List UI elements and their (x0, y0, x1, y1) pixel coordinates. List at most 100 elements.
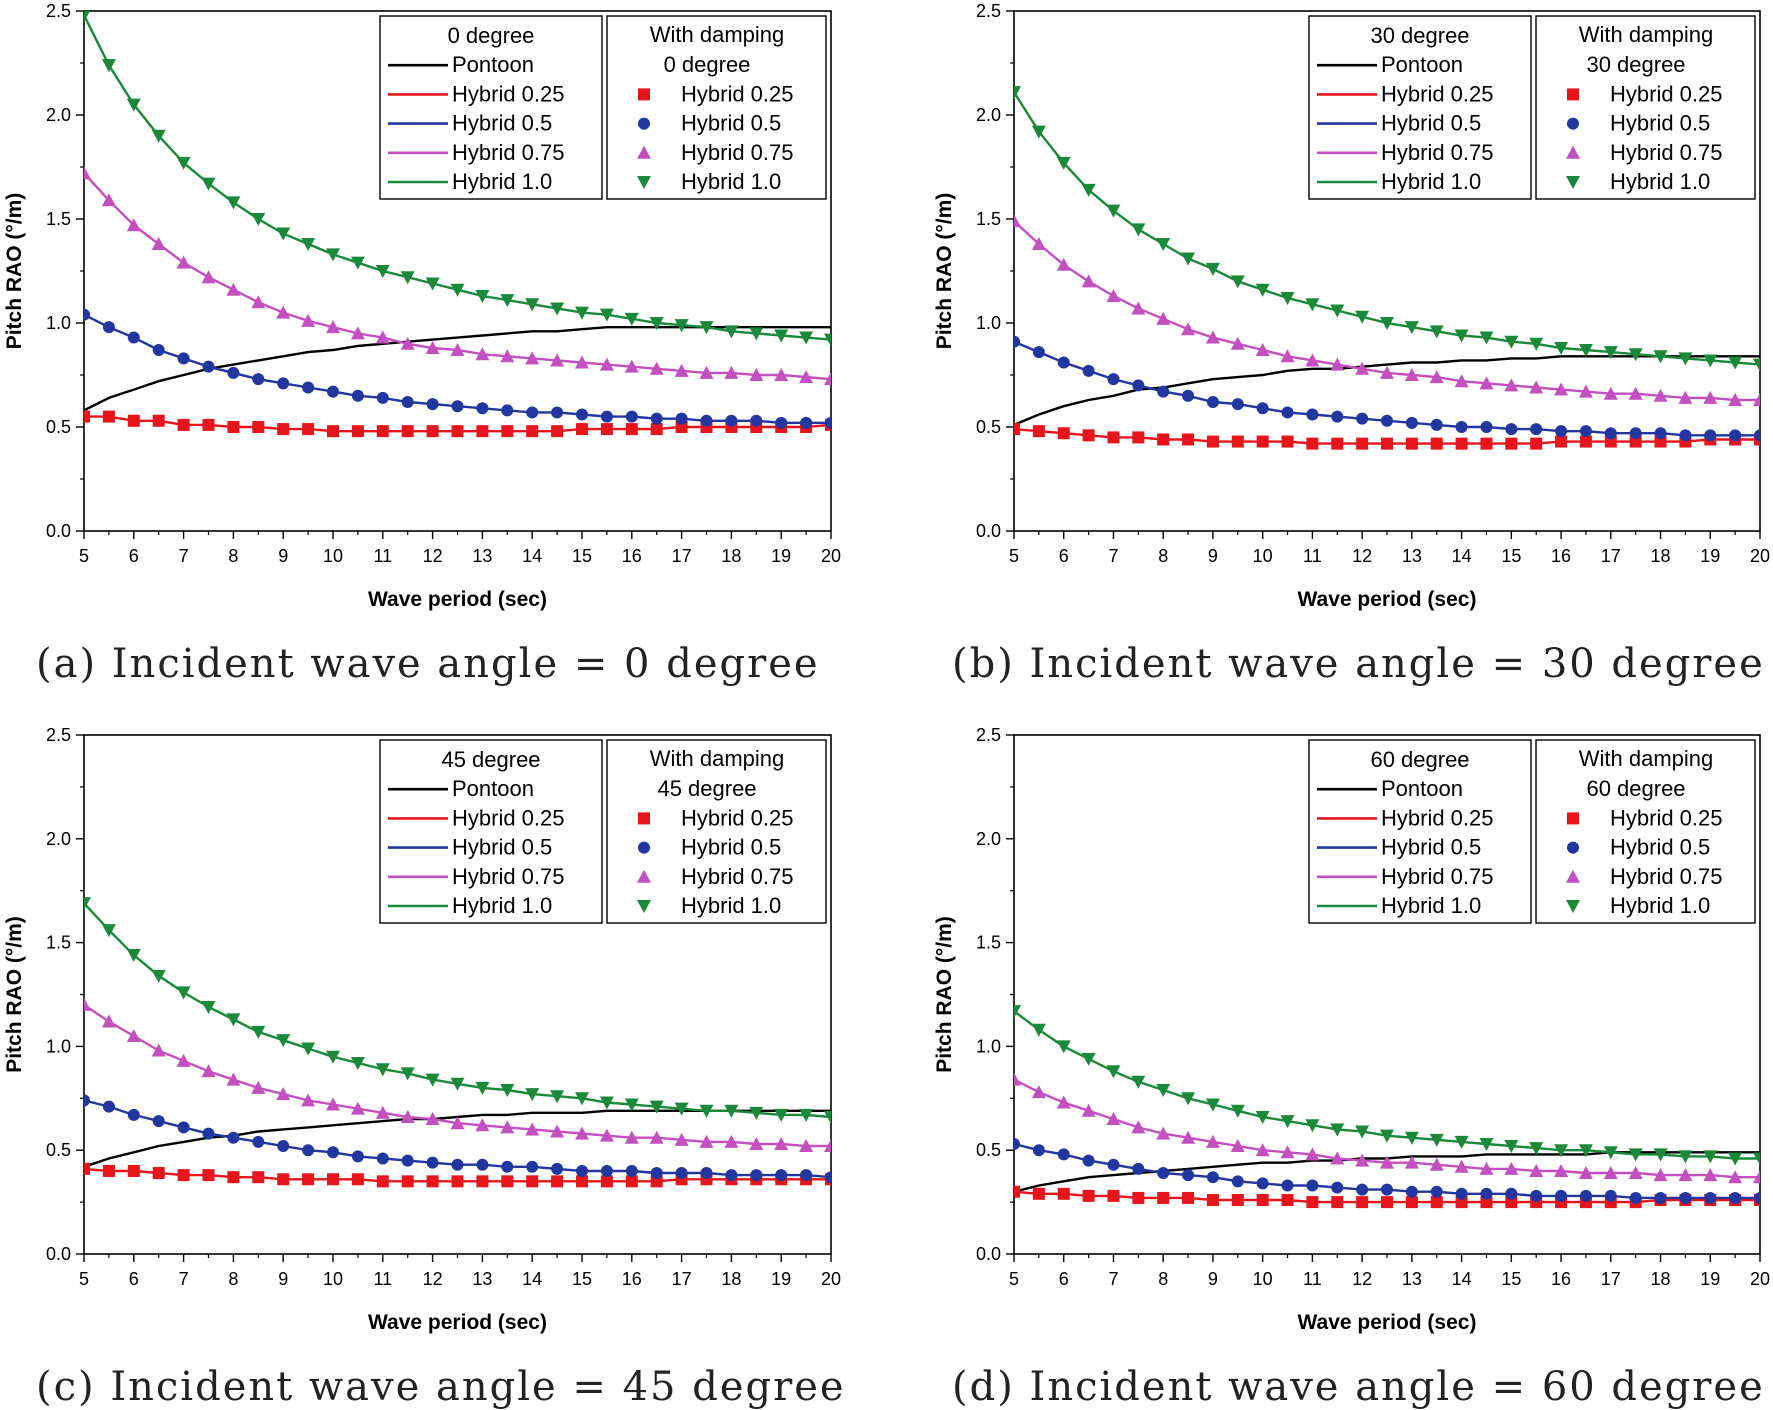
data-point-hybrid-0-25 (551, 1175, 564, 1188)
data-point-hybrid-0-5 (1604, 1189, 1617, 1202)
data-point-hybrid-0-5 (277, 1140, 290, 1153)
data-point-hybrid-0-75 (1479, 1161, 1494, 1175)
data-point-hybrid-0-5 (1281, 1179, 1294, 1192)
legend-label-hybrid-1-0: Hybrid 1.0 (1381, 893, 1481, 918)
data-point-hybrid-1-0 (1056, 1040, 1071, 1054)
data-point-hybrid-0-5 (1331, 410, 1344, 423)
data-point-hybrid-0-75 (350, 1101, 365, 1115)
data-point-hybrid-1-0 (1031, 125, 1046, 139)
data-point-hybrid-0-5 (700, 414, 713, 427)
data-point-hybrid-1-0 (649, 1100, 664, 1114)
panel-d: 0.0 0.5 1.0 1.5 2.0 2.5 5 6 7 8 9 10 11 12 13 14 15 16 17 1… (933, 725, 1770, 1334)
data-point-hybrid-1-0 (1479, 1137, 1494, 1151)
data-point-hybrid-1-0 (649, 317, 664, 330)
x-tick-label: 15 (572, 546, 592, 566)
data-point-hybrid-0-25 (1014, 1185, 1020, 1198)
x-tick-label: 13 (472, 1269, 492, 1289)
data-point-hybrid-1-0 (1255, 283, 1270, 297)
x-tick-label: 9 (1208, 546, 1218, 566)
data-point-hybrid-0-75 (824, 1139, 831, 1153)
legend-damping-label-hybrid-0-5: Hybrid 0.5 (1610, 835, 1710, 860)
legend-damping-label-hybrid-0-75: Hybrid 0.75 (1610, 864, 1723, 889)
data-point-hybrid-0-25 (1480, 1196, 1493, 1209)
data-point-hybrid-1-0 (126, 98, 141, 112)
data-point-hybrid-0-75 (251, 295, 266, 309)
data-point-hybrid-1-0 (1355, 1125, 1370, 1139)
y-tick-label: 0.5 (976, 417, 1001, 437)
data-point-hybrid-0-5 (102, 321, 115, 334)
data-point-hybrid-1-0 (84, 11, 91, 23)
data-point-hybrid-0-5 (825, 1171, 831, 1184)
data-point-hybrid-0-25 (451, 425, 464, 438)
data-point-hybrid-1-0 (1156, 1083, 1171, 1097)
data-point-hybrid-0-25 (302, 423, 315, 436)
data-point-hybrid-0-75 (1205, 1134, 1220, 1148)
data-point-hybrid-1-0 (1653, 350, 1668, 364)
x-tick-label: 10 (323, 546, 343, 566)
data-point-hybrid-0-25 (1157, 1191, 1170, 1204)
data-point-hybrid-0-25 (376, 425, 389, 438)
data-point-hybrid-0-5 (1729, 429, 1742, 442)
data-point-hybrid-0-5 (376, 391, 389, 404)
legend-label-pontoon: Pontoon (452, 776, 534, 801)
data-point-hybrid-0-75 (550, 353, 565, 367)
legend-marker-hybrid-0-25 (1567, 812, 1579, 825)
data-point-hybrid-0-75 (575, 1126, 589, 1140)
panel-c: 0.0 0.5 1.0 1.5 2.0 2.5 5 6 7 8 9 10 11 12 13 14 15 16 17 1… (3, 725, 841, 1334)
data-point-hybrid-0-75 (624, 359, 639, 373)
data-point-hybrid-0-25 (625, 1175, 638, 1188)
data-point-hybrid-0-75 (1529, 380, 1544, 394)
data-point-hybrid-1-0 (1454, 1135, 1469, 1149)
y-tick-label: 0.0 (46, 1244, 71, 1264)
legend-title-angle: 30 degree (1370, 23, 1469, 48)
data-point-hybrid-1-0 (799, 331, 814, 345)
data-point-hybrid-0-75 (599, 1128, 614, 1142)
x-tick-label: 13 (1402, 1269, 1422, 1289)
data-point-hybrid-1-0 (674, 319, 689, 333)
data-point-hybrid-1-0 (425, 1073, 440, 1087)
data-point-hybrid-0-5 (252, 373, 265, 386)
data-point-hybrid-0-5 (1206, 396, 1219, 409)
legend-label-hybrid-0-5: Hybrid 0.5 (1381, 111, 1481, 136)
data-point-hybrid-0-75 (176, 255, 191, 269)
data-point-hybrid-0-75 (525, 351, 540, 365)
data-point-hybrid-0-5 (227, 366, 240, 379)
data-point-hybrid-0-25 (1555, 435, 1568, 448)
data-point-hybrid-0-75 (1703, 390, 1718, 404)
data-point-hybrid-1-0 (1380, 317, 1394, 330)
data-point-hybrid-0-75 (824, 372, 831, 386)
data-point-hybrid-0-75 (1205, 330, 1220, 344)
data-point-hybrid-0-25 (202, 418, 215, 431)
data-point-hybrid-0-5 (476, 402, 489, 415)
data-point-hybrid-0-25 (1107, 1189, 1120, 1202)
data-point-hybrid-0-5 (1530, 1189, 1543, 1202)
data-point-hybrid-1-0 (226, 1013, 241, 1027)
data-point-hybrid-1-0 (824, 1110, 831, 1124)
data-point-hybrid-0-75 (1230, 336, 1245, 350)
data-point-hybrid-0-5 (1381, 414, 1393, 427)
data-point-hybrid-0-25 (1132, 431, 1145, 444)
data-point-hybrid-0-75 (1603, 386, 1618, 400)
data-point-hybrid-0-5 (1754, 429, 1760, 442)
data-point-hybrid-1-0 (151, 969, 166, 983)
data-point-hybrid-1-0 (1404, 1131, 1419, 1145)
y-tick-label: 2.0 (976, 105, 1001, 125)
data-point-hybrid-1-0 (425, 277, 440, 291)
x-tick-label: 12 (1352, 546, 1372, 566)
data-point-hybrid-0-5 (401, 396, 414, 409)
data-point-hybrid-0-75 (649, 361, 664, 375)
legend-box-damping (1535, 739, 1756, 924)
data-point-hybrid-1-0 (500, 294, 515, 308)
data-point-hybrid-1-0 (724, 325, 739, 339)
data-point-hybrid-1-0 (1703, 354, 1718, 368)
data-point-hybrid-0-75 (525, 1122, 540, 1136)
data-point-hybrid-0-5 (1704, 429, 1717, 442)
data-point-hybrid-0-75 (1131, 1120, 1146, 1134)
data-point-hybrid-0-75 (699, 1134, 714, 1148)
data-point-hybrid-0-25 (650, 1175, 663, 1188)
data-point-hybrid-0-5 (576, 1164, 588, 1177)
x-tick-label: 9 (1208, 1269, 1218, 1289)
data-point-hybrid-1-0 (1429, 325, 1444, 339)
data-point-hybrid-0-5 (1604, 427, 1617, 440)
data-point-hybrid-0-5 (1579, 425, 1592, 438)
